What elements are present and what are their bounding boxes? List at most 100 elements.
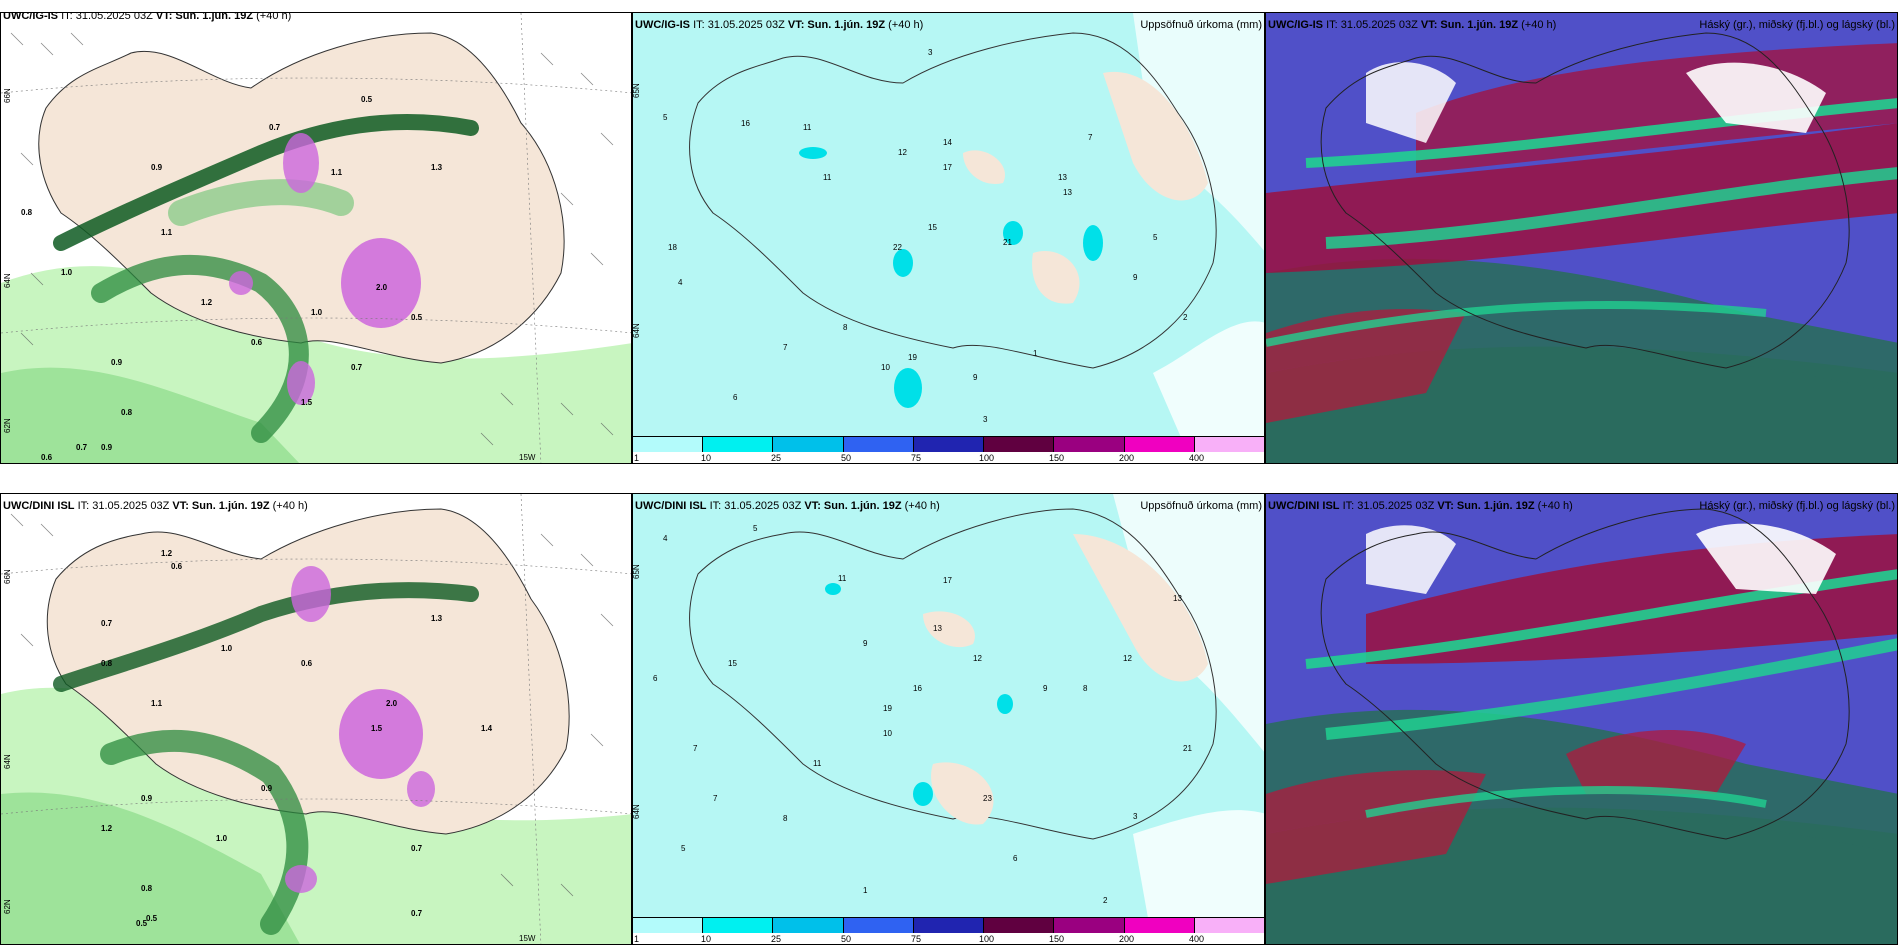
cloud-map-top xyxy=(1266,13,1897,463)
valid-time: VT: Sun. 1.jún. 19Z xyxy=(804,500,902,512)
precip-panel-bottom: UWC/DINI ISL IT: 31.05.2025 03Z VT: Sun.… xyxy=(632,493,1265,945)
precip-legend: 1 10 25 50 75 100 150 200 400 xyxy=(633,436,1264,463)
value-label: 11 xyxy=(838,574,847,583)
lat-label: 62N xyxy=(3,899,12,914)
value-label: 0.9 xyxy=(101,443,113,452)
value-label: 0.7 xyxy=(351,363,363,372)
lead-time: (+40 h) xyxy=(272,500,308,512)
value-label: 19 xyxy=(883,704,892,713)
lat-label: 66N xyxy=(3,569,12,584)
value-label: 16 xyxy=(741,119,750,128)
value-label: 11 xyxy=(813,759,822,768)
value-label: 2.0 xyxy=(376,283,388,292)
field-label: Uppsöfnuð úrkoma (mm) xyxy=(1140,500,1262,512)
value-label: 11 xyxy=(803,123,812,132)
value-label: 6 xyxy=(1013,854,1018,863)
legend-tick: 200 xyxy=(1119,453,1135,463)
value-label: 22 xyxy=(893,243,902,252)
lead-time: (+40 h) xyxy=(256,12,292,22)
model-name: UWC/DINI ISL xyxy=(3,500,75,512)
legend-tick: 1 xyxy=(634,453,640,463)
value-label: 0.7 xyxy=(101,619,113,628)
lead-time: (+40 h) xyxy=(1537,500,1573,512)
field-label: Háský (gr.), miðský (fj.bl.) og lágský (… xyxy=(1699,500,1895,512)
value-label: 1.0 xyxy=(216,834,228,843)
value-label: 1.5 xyxy=(371,724,383,733)
iceland-outline xyxy=(1320,32,1850,369)
value-label: 7 xyxy=(783,343,788,352)
value-label: 7 xyxy=(1088,133,1093,142)
legend-swatch xyxy=(1054,918,1125,933)
value-label: 0.8 xyxy=(101,659,113,668)
cloud-map-bottom xyxy=(1266,494,1897,944)
legend-swatches xyxy=(633,437,1264,452)
lat-label: 65N xyxy=(632,83,641,98)
precip-panel-top: UWC/IG-IS IT: 31.05.2025 03Z VT: Sun. 1.… xyxy=(632,12,1265,464)
legend-swatch xyxy=(633,918,704,933)
value-label: 0.9 xyxy=(111,358,123,367)
valid-time: VT: Sun. 1.jún. 19Z xyxy=(1420,19,1519,31)
legend-swatches xyxy=(633,918,1264,933)
value-label: 0.8 xyxy=(21,208,33,217)
value-label: 5 xyxy=(663,113,668,122)
value-label: 13 xyxy=(933,624,942,633)
value-label: 0.7 xyxy=(411,844,423,853)
wind-map-bottom xyxy=(1,494,631,944)
value-label: 13 xyxy=(1063,188,1072,197)
model-name: UWC/DINI ISL xyxy=(1268,500,1340,512)
value-label: 1.5 xyxy=(301,398,313,407)
init-time: IT: 31.05.2025 03Z xyxy=(709,500,802,512)
lead-time: (+40 h) xyxy=(888,19,924,31)
value-label: 18 xyxy=(668,243,677,252)
value-label: 7 xyxy=(713,794,718,803)
valid-time: VT: Sun. 1.jún. 19Z xyxy=(1437,500,1535,512)
value-label: 0.6 xyxy=(301,659,313,668)
value-label: 0.8 xyxy=(141,884,153,893)
legend-swatch xyxy=(773,918,844,933)
value-label: 1 xyxy=(1033,349,1038,358)
value-label: 3 xyxy=(928,48,933,57)
field-label: Háský (gr.), miðský (fj.bl.) og lágský (… xyxy=(1699,19,1895,31)
value-label: 0.9 xyxy=(151,163,163,172)
legend-swatch xyxy=(843,918,914,933)
legend-tick: 150 xyxy=(1049,934,1065,944)
legend-swatch xyxy=(984,918,1055,933)
value-label: 6 xyxy=(733,393,738,402)
value-label: 4 xyxy=(663,534,668,543)
lat-label: 64N xyxy=(3,273,12,288)
legend-swatch xyxy=(843,437,914,452)
wind-panel-top: UWC/IG-IS IT: 31.05.2025 03Z VT: Sun. 1.… xyxy=(0,12,632,464)
lon-label: 15W xyxy=(519,934,536,943)
legend-ticks: 1 10 25 50 75 100 150 200 400 xyxy=(633,934,1264,944)
value-label: 0.5 xyxy=(136,919,148,928)
legend-swatch xyxy=(703,437,774,452)
value-label: 21 xyxy=(1183,744,1192,753)
lat-label: 65N xyxy=(632,564,641,579)
legend-swatch xyxy=(1054,437,1125,452)
wind-map-top xyxy=(1,13,631,463)
value-label: 1.1 xyxy=(161,228,173,237)
legend-tick: 75 xyxy=(911,934,922,944)
value-label: 23 xyxy=(983,794,992,803)
lat-label: 66N xyxy=(3,88,12,103)
legend-tick: 25 xyxy=(771,934,782,944)
legend-tick: 1 xyxy=(634,934,640,944)
value-label: 5 xyxy=(1153,233,1158,242)
value-label: 1.3 xyxy=(431,163,443,172)
value-label: 1.0 xyxy=(311,308,323,317)
value-label: 0.9 xyxy=(261,784,273,793)
valid-time: VT: Sun. 1.jún. 19Z xyxy=(155,12,254,22)
value-label: 1 xyxy=(863,886,868,895)
cloud-panel-bottom: UWC/DINI ISL IT: 31.05.2025 03Z VT: Sun.… xyxy=(1265,493,1898,945)
legend-tick: 150 xyxy=(1049,453,1065,463)
legend-tick: 10 xyxy=(701,453,712,463)
value-label: 7 xyxy=(693,744,698,753)
init-time: IT: 31.05.2025 03Z xyxy=(1342,500,1435,512)
precip-map-top xyxy=(633,13,1264,463)
legend-swatch xyxy=(773,437,844,452)
legend-tick: 400 xyxy=(1189,453,1205,463)
value-label: 9 xyxy=(973,373,978,382)
value-label: 11 xyxy=(823,173,832,182)
init-time: IT: 31.05.2025 03Z xyxy=(1326,19,1418,31)
value-label: 8 xyxy=(783,814,788,823)
